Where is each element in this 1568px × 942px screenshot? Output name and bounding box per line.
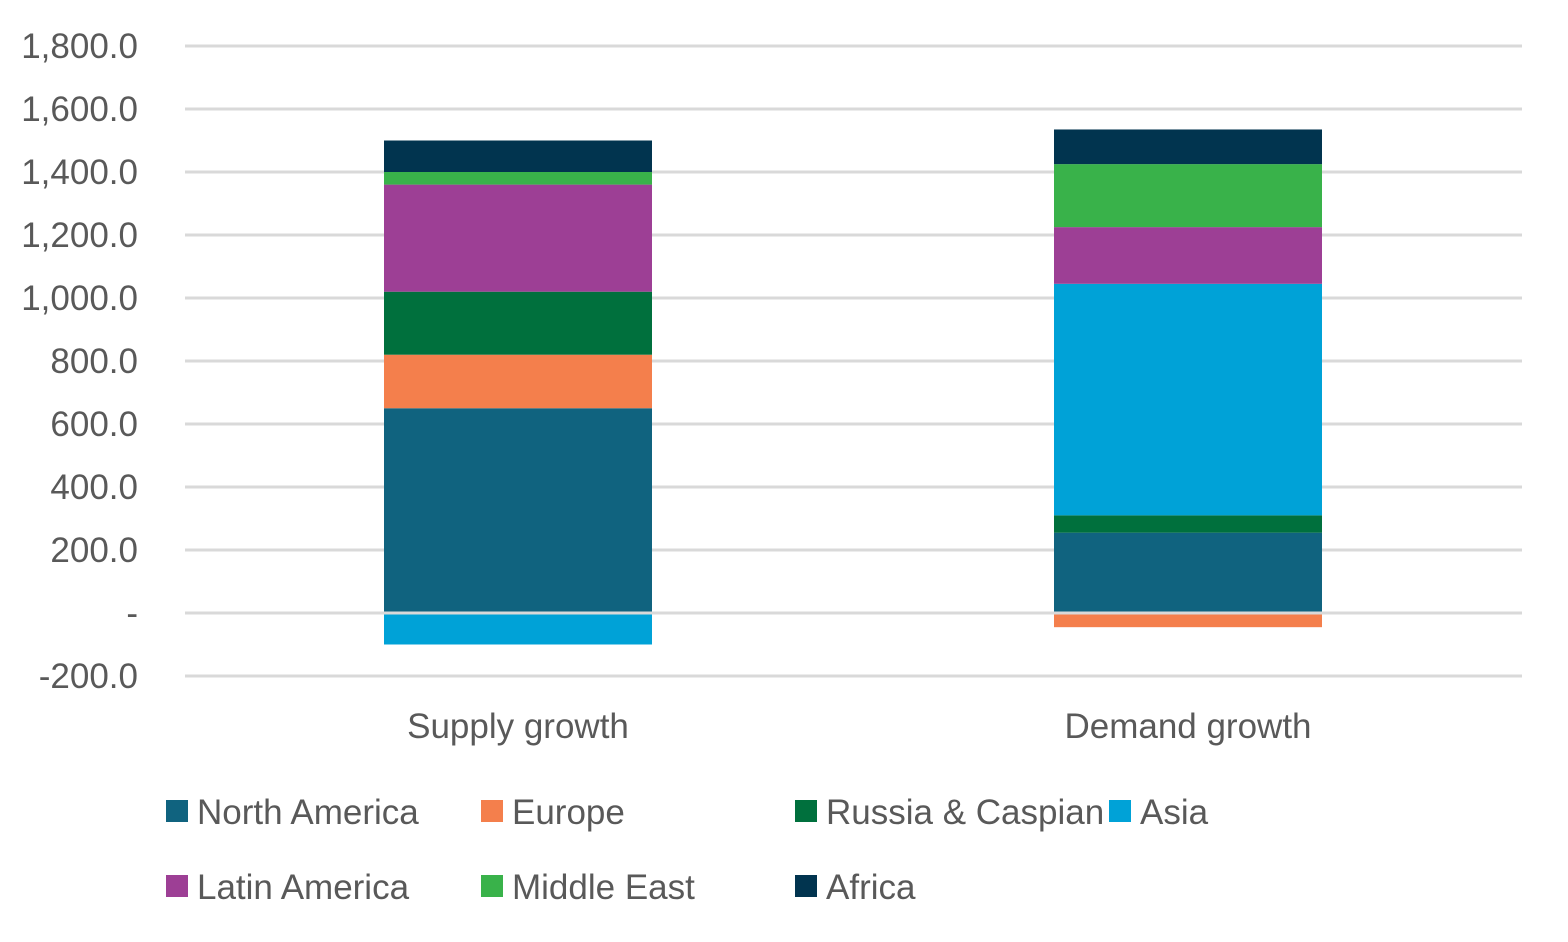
y-tick-label: 800.0 bbox=[50, 342, 138, 381]
legend-swatch bbox=[166, 800, 188, 822]
category-label: Supply growth bbox=[407, 707, 629, 746]
y-tick-label: 1,400.0 bbox=[21, 153, 138, 192]
legend-label: Middle East bbox=[512, 868, 695, 907]
legend-swatch bbox=[1109, 800, 1131, 822]
y-axis-tick-labels: -200.0-200.0400.0600.0800.01,000.01,200.… bbox=[21, 27, 138, 696]
legend-item: Middle East bbox=[481, 868, 695, 907]
category-label: Demand growth bbox=[1064, 707, 1311, 746]
bar-segment-supply-growth-north-america bbox=[384, 408, 652, 613]
bar-segment-supply-growth-middle-east bbox=[384, 172, 652, 185]
bar-segment-demand-growth-europe bbox=[1054, 613, 1322, 628]
legend-label: Latin America bbox=[197, 868, 410, 907]
bar-segment-demand-growth-north-america bbox=[1054, 532, 1322, 613]
y-tick-label: 1,800.0 bbox=[21, 27, 138, 66]
bar-segment-supply-growth-asia bbox=[384, 613, 652, 645]
y-tick-label: 1,000.0 bbox=[21, 279, 138, 318]
y-tick-label: - bbox=[126, 594, 138, 633]
bar-segment-supply-growth-latin-america bbox=[384, 184, 652, 292]
bar-segment-supply-growth-russia-caspian bbox=[384, 291, 652, 355]
legend-item: North America bbox=[166, 793, 419, 832]
bar-segment-supply-growth-europe bbox=[384, 354, 652, 409]
bar-segment-supply-growth-africa bbox=[384, 140, 652, 172]
legend-item: Europe bbox=[481, 793, 625, 832]
bars bbox=[384, 129, 1322, 645]
legend-item: Russia & Caspian bbox=[795, 793, 1104, 832]
bar-segment-demand-growth-middle-east bbox=[1054, 164, 1322, 228]
legend-item: Asia bbox=[1109, 793, 1209, 832]
y-tick-label: 1,200.0 bbox=[21, 216, 138, 255]
legend-item: Latin America bbox=[166, 868, 410, 907]
legend-label: North America bbox=[197, 793, 419, 832]
legend-label: Europe bbox=[512, 793, 625, 832]
y-tick-label: 600.0 bbox=[50, 405, 138, 444]
legend-label: Russia & Caspian bbox=[826, 793, 1104, 832]
legend-swatch bbox=[481, 800, 503, 822]
bar-segment-demand-growth-asia bbox=[1054, 283, 1322, 516]
y-tick-label: 200.0 bbox=[50, 531, 138, 570]
category-labels: Supply growth Demand growth bbox=[407, 707, 1311, 746]
y-tick-label: -200.0 bbox=[39, 657, 138, 696]
legend-swatch bbox=[481, 875, 503, 897]
legend-item: Africa bbox=[795, 868, 916, 907]
y-tick-label: 1,600.0 bbox=[21, 90, 138, 129]
legend-swatch bbox=[795, 875, 817, 897]
legend-label: Asia bbox=[1140, 793, 1209, 832]
bar-segment-demand-growth-russia-caspian bbox=[1054, 515, 1322, 533]
legend-swatch bbox=[795, 800, 817, 822]
legend: North America Europe Russia & Caspian Asia L… bbox=[166, 793, 1209, 907]
legend-label: Africa bbox=[826, 868, 916, 907]
bar-segment-demand-growth-latin-america bbox=[1054, 227, 1322, 284]
y-tick-label: 400.0 bbox=[50, 468, 138, 507]
legend-swatch bbox=[166, 875, 188, 897]
bar-segment-demand-growth-africa bbox=[1054, 129, 1322, 165]
